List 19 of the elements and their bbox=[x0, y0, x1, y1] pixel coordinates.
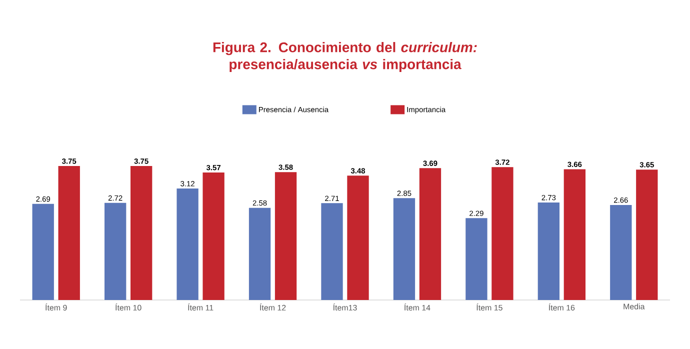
bar bbox=[130, 166, 152, 300]
bar bbox=[58, 166, 80, 300]
bar bbox=[32, 204, 54, 300]
chart-title: Figura 2. Conocimiento del curriculum: presencia/ausencia vs importancia bbox=[213, 42, 477, 72]
bar bbox=[564, 169, 586, 300]
bar bbox=[321, 203, 343, 300]
bar bbox=[347, 176, 369, 300]
bar bbox=[202, 172, 224, 300]
bar bbox=[636, 170, 658, 300]
bar bbox=[104, 202, 126, 300]
bar bbox=[610, 204, 632, 300]
bar bbox=[492, 167, 514, 300]
bar bbox=[176, 188, 198, 300]
bar bbox=[419, 168, 442, 300]
bar bbox=[274, 172, 297, 300]
bar bbox=[538, 202, 560, 300]
bar bbox=[393, 198, 416, 300]
bar bbox=[248, 208, 271, 300]
bar bbox=[466, 218, 488, 300]
